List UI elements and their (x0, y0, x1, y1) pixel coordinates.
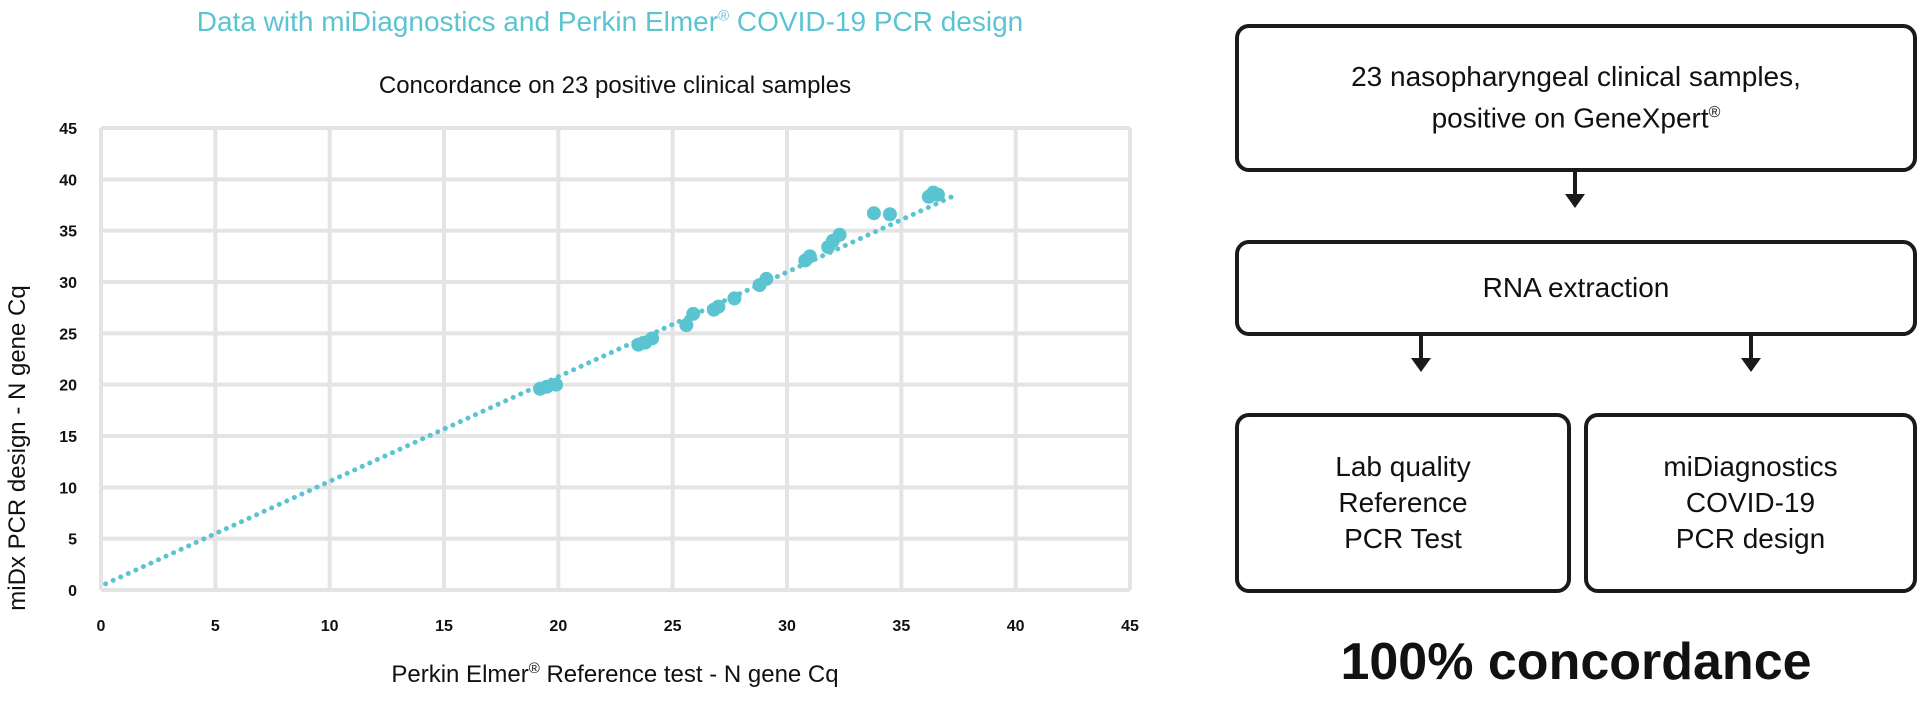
y-tick-label: 40 (59, 172, 77, 189)
x-tick-label: 5 (211, 618, 220, 635)
x-tick-label: 20 (549, 618, 567, 635)
data-point (802, 249, 817, 264)
x-tick-label: 30 (778, 618, 796, 635)
rna-extraction-box: RNA extraction (1235, 240, 1917, 336)
chart-title: Concordance on 23 positive clinical samp… (378, 72, 852, 99)
concordance-result: 100% concordance (1340, 633, 1812, 691)
data-point (759, 271, 774, 286)
arrow-head-rna-midx (1741, 358, 1761, 372)
x-tick-label: 40 (1007, 618, 1025, 635)
lab-reference-box: Lab quality Reference PCR Test (1235, 413, 1571, 593)
data-point (930, 187, 945, 202)
data-point (645, 331, 660, 346)
x-tick-label: 15 (435, 618, 453, 635)
y-tick-label: 45 (59, 121, 77, 138)
trendline-line (103, 194, 955, 587)
y-tick-label: 30 (59, 275, 77, 292)
tick-labels: 0 5 10 15 20 25 30 35 40 45 0 5 10 15 20 25 30 35 40 45 (59, 121, 1139, 635)
arrow-head-rna-lab (1411, 358, 1431, 372)
x-tick-label: 10 (321, 618, 339, 635)
x-tick-label: 25 (664, 618, 682, 635)
y-tick-label: 0 (68, 583, 77, 600)
data-point (866, 206, 881, 221)
data-points (533, 185, 945, 396)
midx-design-box: miDiagnostics COVID-19 PCR design (1584, 413, 1917, 593)
x-axis-label: Perkin Elmer® Reference test - N gene Cq (391, 660, 839, 688)
x-tick-label: 35 (892, 618, 910, 635)
arrow-head-samples-rna (1565, 194, 1585, 208)
x-tick-label: 45 (1121, 618, 1139, 635)
data-point (686, 306, 701, 321)
y-tick-label: 35 (59, 224, 77, 241)
scatter-chart: 0 5 10 15 20 25 30 35 40 45 0 5 10 15 20 25 30 35 40 45 (59, 121, 1139, 635)
y-tick-label: 25 (59, 326, 77, 343)
y-tick-label: 15 (59, 429, 77, 446)
grid (99, 126, 1132, 592)
y-tick-label: 5 (68, 532, 77, 549)
y-tick-label: 20 (59, 378, 77, 395)
data-point (549, 377, 564, 392)
x-tick-label: 0 (97, 618, 106, 635)
samples-box: 23 nasopharyngeal clinical samples, posi… (1235, 24, 1917, 172)
data-point (882, 207, 897, 222)
y-axis-label: miDx PCR design - N gene Cq (4, 285, 31, 611)
data-point (679, 318, 694, 333)
data-point (832, 227, 847, 242)
data-point (711, 299, 726, 314)
y-tick-label: 10 (59, 480, 77, 497)
page-title: Data with miDiagnostics and Perkin Elmer… (196, 6, 1024, 37)
data-point (727, 291, 742, 306)
trendline (103, 194, 955, 587)
